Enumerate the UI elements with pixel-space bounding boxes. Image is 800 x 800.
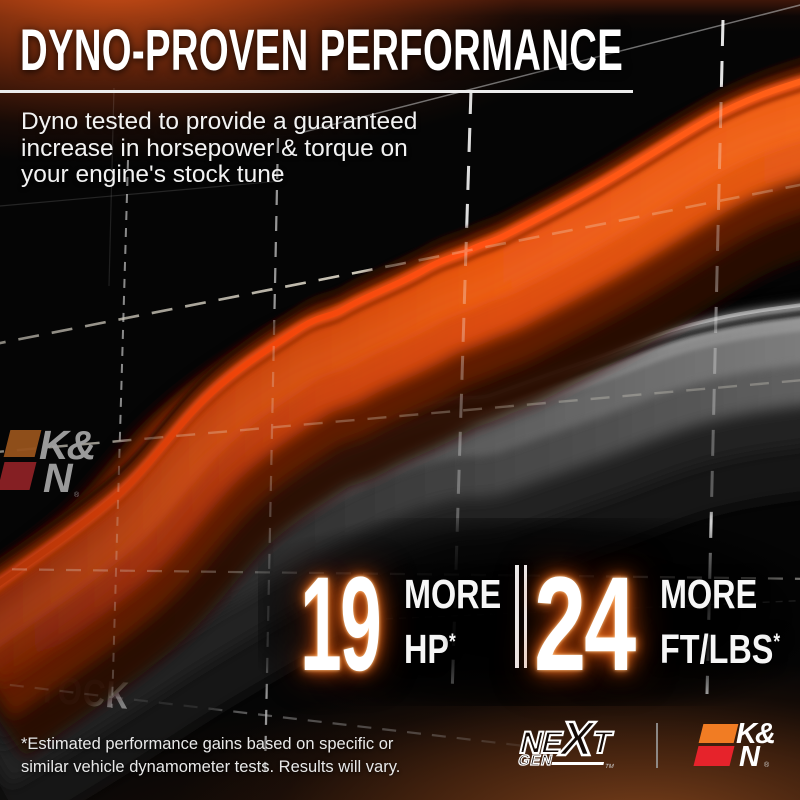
- disclaimer: *Estimated performance gains based on sp…: [21, 733, 400, 778]
- kn-curve: [0, 57, 800, 758]
- subtitle-line: your engine's stock tune: [21, 161, 285, 188]
- kn-logo-red-bar: [0, 462, 37, 490]
- torque-asterisk: *: [773, 629, 781, 654]
- kn-logo-text-bottom: N: [739, 741, 760, 773]
- kn-logo-orange-bar: [698, 724, 739, 743]
- disclaimer-line: *Estimated performance gains based on sp…: [21, 735, 394, 753]
- hp-gain-labels: MORE HP*: [404, 570, 501, 673]
- divider-bar: [515, 565, 519, 668]
- stats-divider: [515, 565, 527, 668]
- kn-curve-rim: [0, 78, 800, 587]
- footer-divider-line: [656, 723, 658, 768]
- subtitle-line: Dyno tested to provide a guaranteed: [21, 108, 418, 135]
- kn-watermark-logo: K& N ®: [0, 420, 110, 510]
- disclaimer-line: similar vehicle dynamometer tests. Resul…: [21, 757, 401, 776]
- kn-logo-text-bottom: N: [43, 455, 73, 501]
- nextgen-logo-inner: NE X T GEN TM: [506, 712, 628, 772]
- registered-mark-icon: ®: [74, 492, 80, 499]
- kn-logo-orange-bar: [3, 430, 42, 457]
- divider-bar: [523, 565, 527, 668]
- hp-unit-label: HP*: [404, 626, 456, 672]
- page-title: DYNO-PROVEN PERFORMANCE: [20, 18, 624, 83]
- torque-unit-label: FT/LBS*: [660, 626, 781, 672]
- trademark-icon: TM: [604, 764, 615, 770]
- title-underline: [0, 90, 633, 93]
- stats-shadow-backdrop: [258, 518, 800, 706]
- kn-logo-text-top: K&: [736, 718, 776, 750]
- kn-curve-upper-line: [0, 65, 800, 574]
- kn-brand-logo: K& N ®: [693, 716, 794, 776]
- kn-logo-text-top: K&: [39, 422, 96, 468]
- subtitle: Dyno tested to provide a guaranteed incr…: [21, 108, 418, 189]
- torque-more-label: MORE: [660, 571, 758, 617]
- kn-logo-red-bar: [693, 746, 735, 766]
- nextgen-underline: [551, 762, 605, 765]
- registered-mark-icon: ®: [764, 762, 770, 769]
- hp-gain-value: 19: [300, 550, 382, 699]
- nextgen-gen: GEN: [516, 752, 555, 769]
- hp-asterisk: *: [449, 629, 456, 654]
- solid-grid-lines: [0, 4, 800, 287]
- hp-more-label: MORE: [404, 571, 502, 617]
- torque-gain-value: 24: [534, 550, 636, 699]
- torque-gain-labels: MORE FT/LBS*: [660, 570, 780, 673]
- subtitle-line: increase in horsepower & torque on: [21, 134, 408, 162]
- nextgen-logo: NE X T GEN TM: [512, 712, 622, 772]
